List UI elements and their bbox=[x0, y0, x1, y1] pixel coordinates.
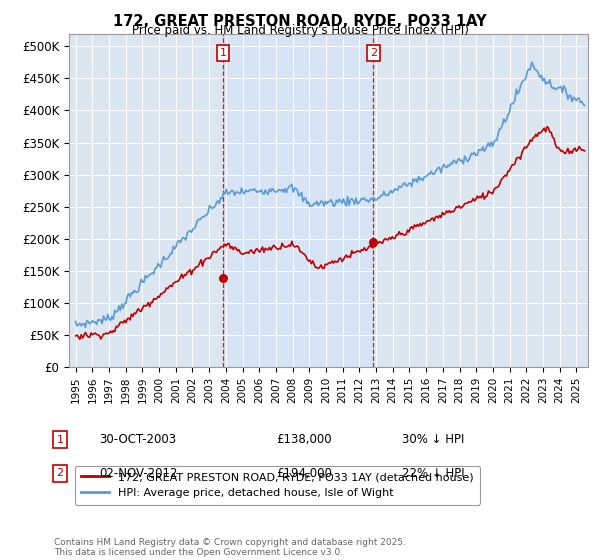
Text: 172, GREAT PRESTON ROAD, RYDE, PO33 1AY: 172, GREAT PRESTON ROAD, RYDE, PO33 1AY bbox=[113, 14, 487, 29]
Bar bbox=[223, 34, 373, 367]
Text: £194,000: £194,000 bbox=[276, 466, 332, 480]
Text: Contains HM Land Registry data © Crown copyright and database right 2025.
This d: Contains HM Land Registry data © Crown c… bbox=[54, 538, 406, 557]
Text: 2: 2 bbox=[370, 48, 377, 58]
Text: 2: 2 bbox=[56, 468, 64, 478]
Legend: 172, GREAT PRESTON ROAD, RYDE, PO33 1AY (detached house), HPI: Average price, de: 172, GREAT PRESTON ROAD, RYDE, PO33 1AY … bbox=[74, 466, 480, 505]
Text: 30% ↓ HPI: 30% ↓ HPI bbox=[402, 433, 464, 446]
Text: 22% ↓ HPI: 22% ↓ HPI bbox=[402, 466, 464, 480]
Text: £138,000: £138,000 bbox=[276, 433, 332, 446]
Text: 30-OCT-2003: 30-OCT-2003 bbox=[99, 433, 176, 446]
Text: Price paid vs. HM Land Registry's House Price Index (HPI): Price paid vs. HM Land Registry's House … bbox=[131, 24, 469, 37]
Text: 02-NOV-2012: 02-NOV-2012 bbox=[99, 466, 178, 480]
Text: 1: 1 bbox=[56, 435, 64, 445]
Text: 1: 1 bbox=[220, 48, 227, 58]
